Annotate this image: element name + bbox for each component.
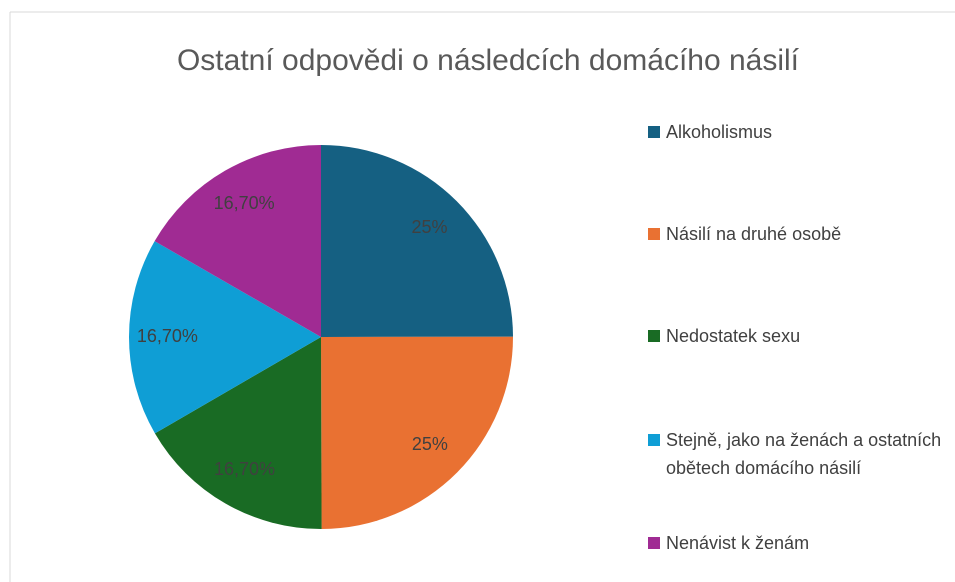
legend-label: Stejně, jako na ženách a ostatních oběte…: [666, 430, 942, 478]
data-label: 16,70%: [137, 326, 198, 346]
pie-slice: [129, 241, 321, 434]
data-label: 25%: [412, 217, 448, 237]
pie-slice: [154, 337, 322, 530]
legend-label: Nenávist k ženám: [666, 533, 810, 553]
data-label: 25%: [412, 434, 448, 454]
data-label: 16,70%: [214, 459, 275, 479]
legend-swatch: [648, 126, 660, 138]
legend-item: Nedostatek sexu: [648, 322, 948, 350]
legend-swatch: [648, 228, 660, 240]
pie-slice: [154, 145, 321, 337]
pie-slice: [321, 145, 513, 337]
legend-item: Násilí na druhé osobě: [648, 220, 948, 248]
legend-label: Násilí na druhé osobě: [666, 224, 842, 244]
legend-item: Nenávist k ženám: [648, 529, 948, 557]
legend-swatch: [648, 330, 660, 342]
legend-item: Alkoholismus: [648, 118, 948, 146]
legend-swatch: [648, 537, 660, 549]
legend-swatch: [648, 434, 660, 446]
pie-slice: [321, 336, 513, 529]
legend-item: Stejně, jako na ženách a ostatních oběte…: [648, 426, 948, 482]
chart-title: Ostatní odpovědi o následcích domácího n…: [177, 44, 800, 77]
legend-label: Nedostatek sexu: [666, 326, 801, 346]
data-label: 16,70%: [214, 193, 275, 213]
legend-label: Alkoholismus: [666, 122, 773, 142]
